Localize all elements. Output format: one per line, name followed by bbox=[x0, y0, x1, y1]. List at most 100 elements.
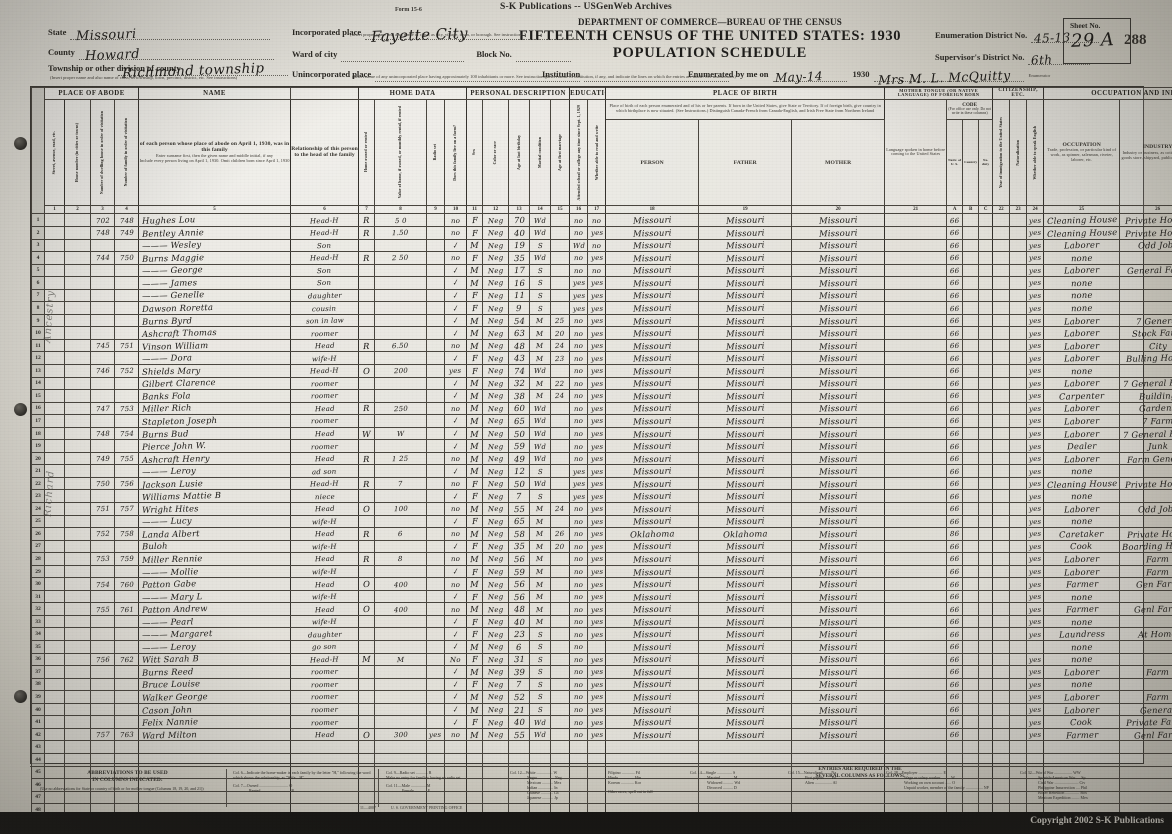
cell-house[interactable] bbox=[64, 464, 91, 478]
cell-dwell[interactable] bbox=[90, 263, 115, 278]
cell-sex[interactable]: F bbox=[466, 288, 484, 303]
cell-eng[interactable]: yes bbox=[1026, 627, 1045, 642]
cell-bp-father[interactable]: Missouri bbox=[698, 263, 793, 278]
cell-name[interactable]: Walker George bbox=[138, 690, 292, 704]
cell-bp-person[interactable]: Missouri bbox=[605, 502, 700, 516]
cell-house[interactable] bbox=[64, 364, 91, 378]
cell-codeB[interactable] bbox=[962, 251, 980, 265]
table-row[interactable]: 42 757 763 Ward Milton Head O 300 yes no M Neg 55 Wd… bbox=[31, 727, 1172, 742]
cell-value[interactable] bbox=[374, 589, 428, 604]
cell-bp-person[interactable] bbox=[605, 740, 700, 754]
cell-sex[interactable]: F bbox=[466, 614, 484, 629]
cell-sex[interactable]: M bbox=[466, 276, 484, 290]
cell-codeC[interactable] bbox=[978, 288, 994, 303]
cell-age[interactable]: 59 bbox=[508, 564, 531, 579]
cell-fam[interactable]: 748 bbox=[113, 213, 140, 227]
cell-bp-father[interactable]: Missouri bbox=[698, 464, 793, 478]
cell-relation[interactable]: Head bbox=[290, 527, 360, 541]
cell-bp-person[interactable]: Missouri bbox=[605, 602, 700, 616]
cell-codeB[interactable] bbox=[962, 690, 980, 704]
cell-bp-person[interactable]: Missouri bbox=[605, 665, 700, 679]
cell-eng[interactable] bbox=[1026, 740, 1045, 754]
cell-race[interactable]: Neg bbox=[482, 552, 510, 566]
cell-codeA[interactable]: 66 bbox=[946, 276, 964, 290]
cell-occupation[interactable]: Cook bbox=[1043, 715, 1121, 729]
cell-lang[interactable] bbox=[884, 389, 948, 403]
cell-codeA[interactable]: 66 bbox=[946, 502, 964, 516]
cell-value[interactable] bbox=[374, 326, 428, 340]
table-row[interactable]: 2 748 749 Bentley Annie Head-H R 1.50 no F Neg 40 W… bbox=[31, 226, 1172, 240]
cell-lang[interactable] bbox=[884, 476, 948, 491]
cell-age[interactable]: 58 bbox=[508, 527, 531, 541]
cell-imm[interactable] bbox=[992, 489, 1011, 503]
cell-nat[interactable] bbox=[1009, 715, 1028, 729]
cell-bp-father[interactable]: Missouri bbox=[698, 426, 793, 441]
cell-name[interactable]: ——— James bbox=[138, 276, 292, 290]
cell-imm[interactable] bbox=[992, 364, 1011, 378]
cell-value[interactable]: 1 25 bbox=[374, 451, 428, 466]
cell-own[interactable] bbox=[358, 389, 376, 403]
cell-dwell[interactable] bbox=[90, 677, 115, 692]
cell-street[interactable] bbox=[44, 502, 65, 516]
cell-radio[interactable] bbox=[426, 389, 446, 403]
cell-dwell[interactable]: 748 bbox=[90, 426, 115, 441]
cell-codeB[interactable] bbox=[962, 702, 980, 717]
cell-nat[interactable] bbox=[1009, 539, 1028, 554]
cell-sex[interactable]: F bbox=[466, 652, 484, 667]
cell-nat[interactable] bbox=[1009, 251, 1028, 265]
cell-rw[interactable] bbox=[587, 640, 607, 654]
cell-codeB[interactable] bbox=[962, 364, 980, 378]
cell-rw[interactable]: yes bbox=[587, 715, 607, 729]
cell-nat[interactable] bbox=[1009, 740, 1028, 754]
cell-codeA[interactable]: 66 bbox=[946, 338, 964, 353]
cell-lang[interactable] bbox=[884, 527, 948, 541]
cell-farm[interactable]: ✓ bbox=[444, 301, 468, 315]
cell-industry[interactable] bbox=[1119, 301, 1172, 315]
cell-codeC[interactable] bbox=[978, 389, 994, 403]
cell-own[interactable]: O bbox=[358, 502, 376, 516]
cell-industry[interactable]: Junk bbox=[1119, 439, 1172, 453]
cell-agefm[interactable]: 24 bbox=[550, 389, 571, 403]
cell-codeC[interactable] bbox=[978, 376, 994, 391]
cell-age[interactable]: 40 bbox=[508, 226, 531, 240]
cell-codeA[interactable]: 66 bbox=[946, 426, 964, 441]
cell-sex[interactable]: M bbox=[466, 326, 484, 340]
cell-nat[interactable] bbox=[1009, 451, 1028, 466]
cell-imm[interactable] bbox=[992, 338, 1011, 353]
cell-race[interactable]: Neg bbox=[482, 464, 510, 478]
cell-sex[interactable]: M bbox=[466, 602, 484, 616]
cell-imm[interactable] bbox=[992, 326, 1011, 340]
cell-nat[interactable] bbox=[1009, 690, 1028, 704]
cell-farm[interactable]: ✓ bbox=[444, 539, 468, 554]
cell-age[interactable]: 7 bbox=[508, 677, 531, 692]
cell-eng[interactable]: yes bbox=[1026, 589, 1045, 604]
cell-relation[interactable]: wife-H bbox=[290, 539, 360, 554]
cell-bp-person[interactable]: Missouri bbox=[605, 263, 700, 278]
cell-dwell[interactable] bbox=[90, 351, 115, 365]
cell-bp-mother[interactable]: Missouri bbox=[791, 677, 886, 692]
cell-industry[interactable]: Farm General bbox=[1119, 451, 1172, 466]
cell-school[interactable]: no bbox=[569, 640, 589, 654]
cell-eng[interactable]: yes bbox=[1026, 527, 1045, 541]
cell-race[interactable] bbox=[482, 740, 510, 754]
cell-name[interactable]: Miller Rennie bbox=[138, 552, 292, 566]
cell-eng[interactable]: yes bbox=[1026, 451, 1045, 466]
cell-value[interactable] bbox=[374, 665, 428, 679]
cell-age[interactable]: 31 bbox=[508, 652, 531, 667]
cell-name[interactable]: Vinson William bbox=[138, 338, 292, 353]
cell-house[interactable] bbox=[64, 338, 91, 353]
cell-dwell[interactable] bbox=[90, 640, 115, 654]
cell-bp-mother[interactable]: Missouri bbox=[791, 288, 886, 303]
cell-codeA[interactable]: 66 bbox=[946, 401, 964, 416]
cell-value[interactable] bbox=[374, 627, 428, 642]
cell-rw[interactable]: yes bbox=[587, 276, 607, 290]
cell-race[interactable]: Neg bbox=[482, 326, 510, 340]
cell-codeB[interactable] bbox=[962, 627, 980, 642]
cell-dwell[interactable] bbox=[90, 539, 115, 554]
cell-name[interactable]: Patton Gabe bbox=[138, 577, 292, 591]
cell-codeA[interactable]: 66 bbox=[946, 251, 964, 265]
cell-bp-father[interactable]: Missouri bbox=[698, 614, 793, 629]
cell-codeA[interactable] bbox=[946, 740, 964, 754]
cell-relation[interactable]: son in law bbox=[290, 313, 360, 328]
